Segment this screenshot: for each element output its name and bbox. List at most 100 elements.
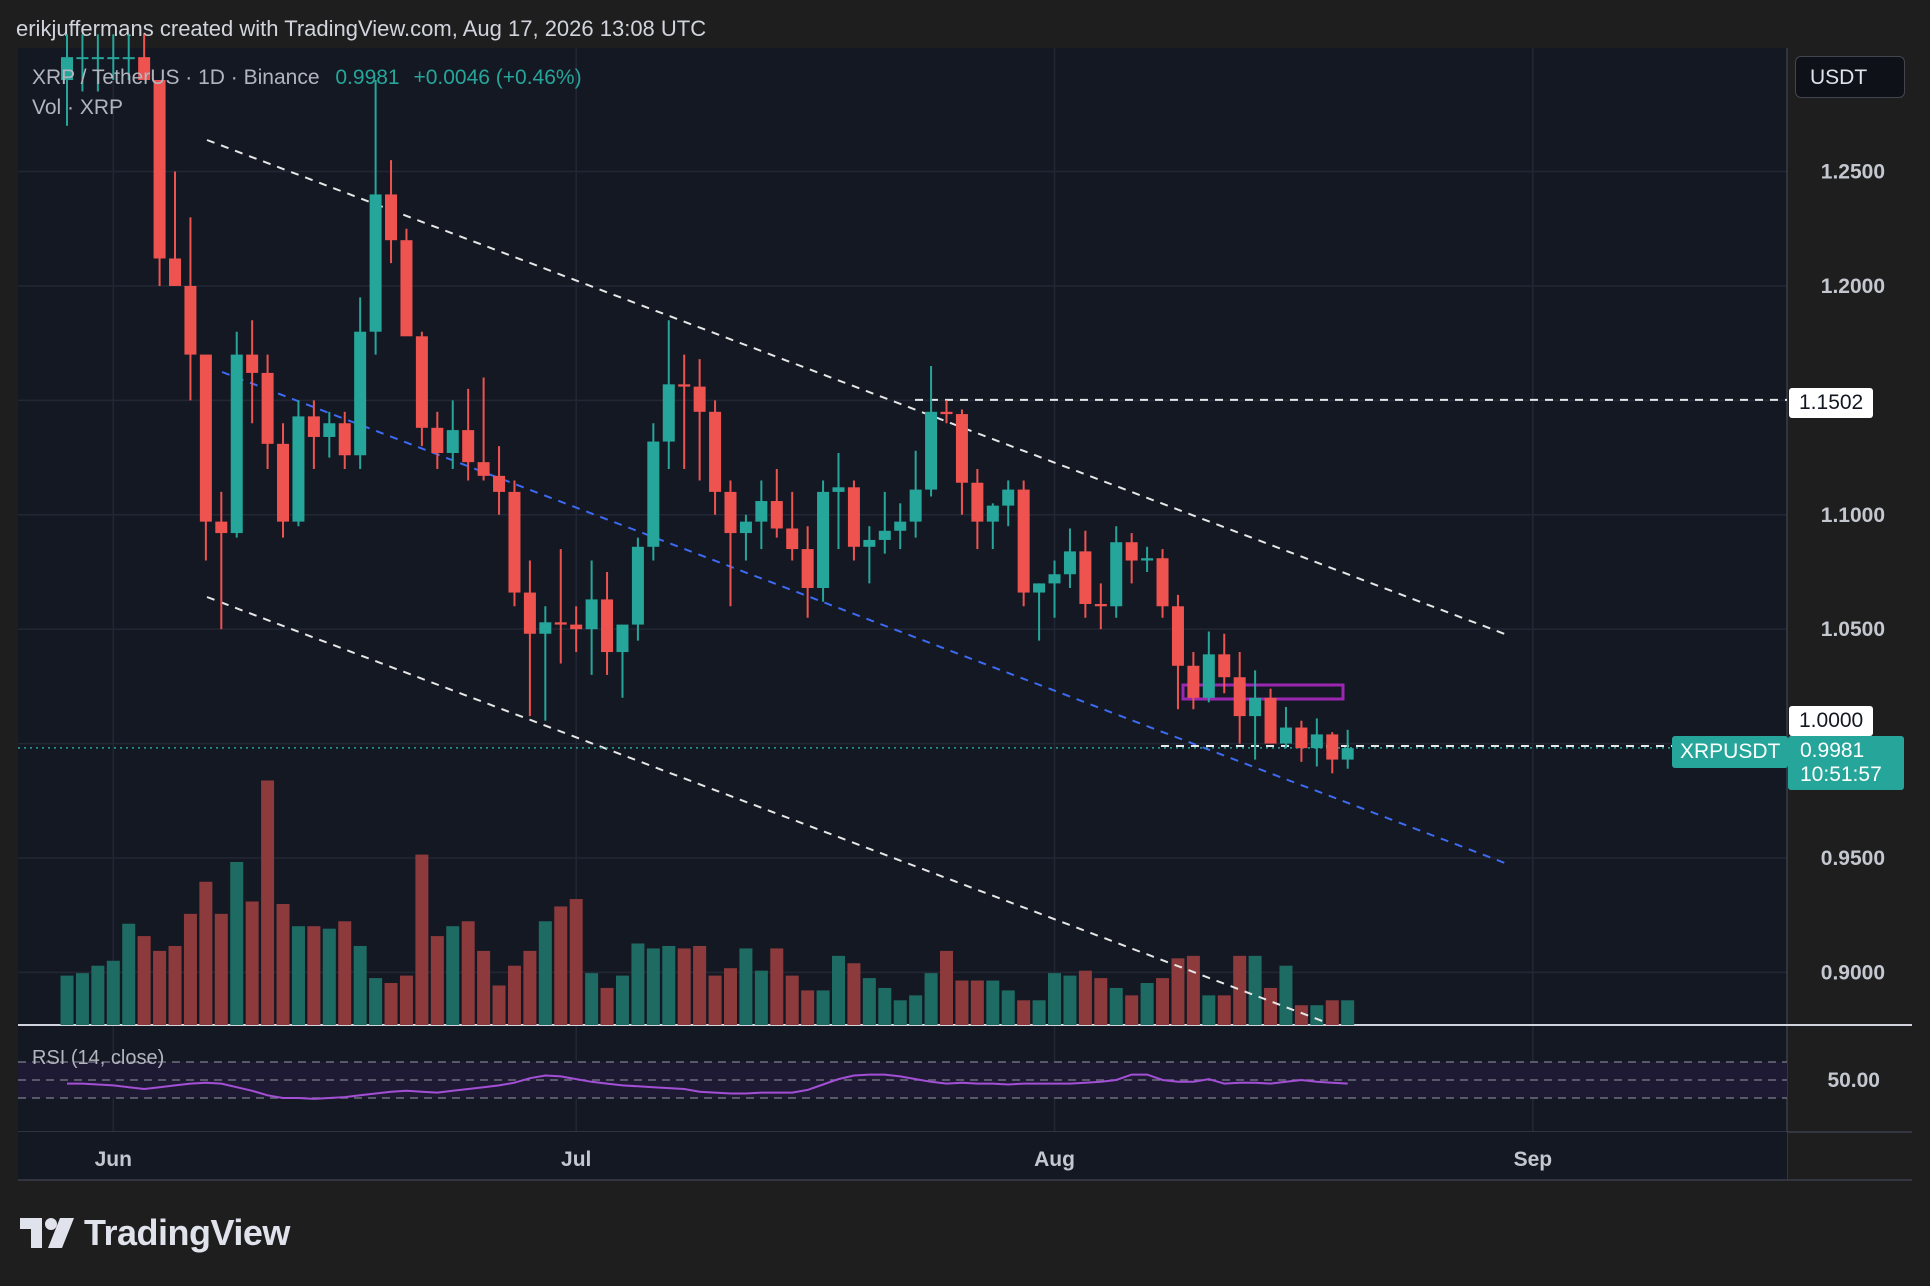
volume-bar: [554, 906, 568, 1025]
candle-body: [847, 487, 860, 547]
volume-bar: [847, 963, 861, 1025]
candle-body: [169, 258, 182, 286]
volume-bar: [538, 921, 552, 1025]
volume-bar: [430, 936, 444, 1025]
candle-body: [1048, 574, 1061, 584]
candle-body: [107, 57, 120, 60]
volume-bar: [338, 921, 352, 1025]
volume-bar: [1032, 1000, 1046, 1025]
volume-bar: [214, 913, 228, 1025]
volume-bar: [1186, 955, 1200, 1025]
candle-body: [1094, 603, 1107, 607]
current-price-tag: 0.9981 10:51:57: [1788, 736, 1904, 790]
legend-symbol[interactable]: XRP / TetherUS · 1D · Binance: [32, 66, 320, 89]
candle-body: [184, 285, 197, 355]
candle-body: [724, 491, 737, 534]
candle-body: [616, 624, 629, 653]
volume-bar: [230, 861, 244, 1025]
volume-bar: [1048, 973, 1062, 1025]
volume-bar: [832, 955, 845, 1025]
candle-body: [709, 411, 722, 492]
volume-bar: [353, 945, 367, 1025]
time-axis-label: Sep: [1514, 1148, 1553, 1171]
volume-bar: [492, 985, 506, 1025]
volume-bar: [183, 913, 197, 1025]
volume-bar: [122, 923, 136, 1025]
candle-body: [369, 194, 382, 332]
volume-bar: [276, 903, 290, 1025]
price-axis-label: 0.9500: [1821, 847, 1885, 870]
price-axis-label: 1.0500: [1821, 618, 1885, 641]
price-axis-label: 1.2500: [1821, 161, 1885, 184]
candle-body: [1017, 489, 1030, 593]
channel-upper-line: [206, 139, 1511, 637]
legend: XRP / TetherUS · 1D · Binance 0.9981 +0.…: [32, 66, 582, 126]
volume-bar: [1294, 1005, 1308, 1025]
candle-body: [1110, 542, 1123, 607]
candle-body: [1249, 697, 1262, 717]
current-price-value: 0.9981: [1800, 739, 1865, 762]
volume-bar: [723, 968, 737, 1025]
volume-bar: [75, 973, 89, 1025]
volume-bar: [91, 965, 105, 1025]
candle-body: [971, 482, 984, 522]
candles: [61, 34, 1354, 774]
time-axis-label: Jun: [95, 1148, 132, 1171]
candle-body: [739, 521, 752, 534]
volume-bar: [384, 983, 398, 1025]
candle-body: [385, 194, 398, 241]
volume-bar: [878, 987, 892, 1025]
candle-body: [585, 599, 598, 630]
volume-bar: [754, 970, 768, 1025]
volume-bar: [415, 854, 429, 1025]
volume-bar: [1202, 995, 1216, 1025]
candle-body: [1264, 697, 1277, 744]
volume-bar: [106, 960, 120, 1025]
candle-body: [246, 354, 259, 373]
candle-body: [1295, 727, 1308, 749]
volume-bar: [924, 973, 938, 1025]
candle-body: [1156, 558, 1169, 607]
candle-body: [940, 411, 953, 415]
candle-body: [925, 411, 938, 490]
candle-body: [1033, 583, 1046, 593]
candle-body: [1341, 748, 1354, 760]
price-axis: 0.9000 0.9500 1.0500 1.1000 1.2000 1.2500 50.0…: [95, 161, 1885, 1171]
candle-body: [230, 354, 243, 534]
price-axis-label: 1.2000: [1821, 275, 1885, 298]
candle-body: [894, 521, 907, 531]
candle-body: [955, 414, 968, 483]
candle-body: [631, 546, 644, 625]
candle-body: [878, 530, 891, 540]
level-tag-2: 1.0000: [1789, 706, 1874, 736]
volume-bar: [1310, 1005, 1324, 1025]
volume-bar: [199, 881, 213, 1025]
channel-lines: [18, 139, 1787, 1023]
tradingview-logo[interactable]: TradingView: [20, 1212, 290, 1254]
volume-bar: [60, 975, 74, 1025]
volume-bar: [245, 901, 259, 1025]
candle-body: [786, 528, 799, 550]
volume-bar: [1248, 955, 1262, 1025]
currency-button[interactable]: USDT: [1795, 56, 1905, 98]
candle-body: [1079, 551, 1092, 604]
volume-bar: [600, 987, 614, 1025]
volume-bar: [507, 965, 521, 1025]
candle-body: [693, 386, 706, 412]
candle-body: [832, 487, 845, 492]
volume-bar: [785, 975, 799, 1025]
candle-body: [1187, 665, 1200, 698]
time-axis-bg: [18, 1132, 1787, 1180]
volume-bar: [893, 1000, 907, 1025]
candle-body: [1125, 542, 1138, 561]
candle-body: [292, 416, 305, 522]
volume-bar: [261, 780, 275, 1025]
candle-body: [431, 427, 444, 453]
volume-bar: [477, 950, 491, 1025]
volume-bar: [986, 980, 1000, 1025]
volume-bar: [1217, 995, 1231, 1025]
candle-body: [508, 491, 521, 593]
volume-bar: [662, 945, 676, 1025]
volume-bar: [739, 948, 753, 1025]
